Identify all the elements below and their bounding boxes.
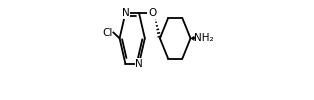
Text: NH₂: NH₂ xyxy=(194,33,214,43)
Text: Cl: Cl xyxy=(102,28,112,38)
Text: N: N xyxy=(135,59,143,69)
Text: O: O xyxy=(148,8,156,18)
Text: N: N xyxy=(122,8,129,18)
Polygon shape xyxy=(191,36,194,41)
